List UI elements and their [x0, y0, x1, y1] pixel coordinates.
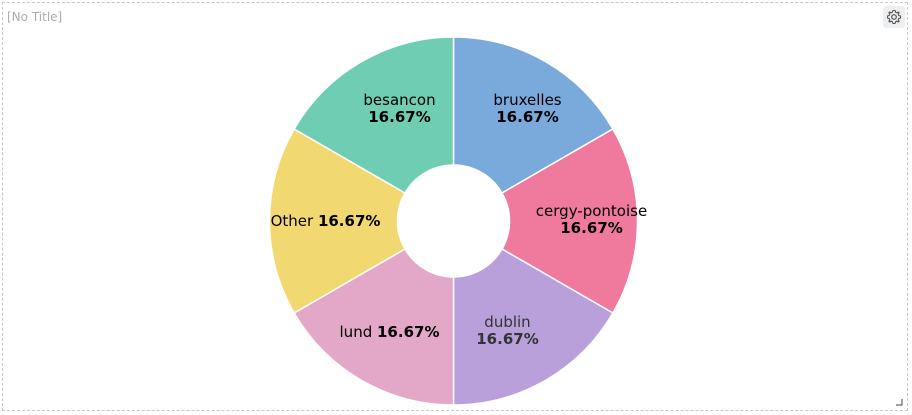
- pie-slice-cergy-pontoise[interactable]: [500, 127, 639, 315]
- slice-name: dublin: [484, 313, 530, 331]
- slice-percent: 16.67%: [560, 219, 622, 237]
- slice-name: lund 16.67%: [340, 323, 440, 341]
- pie-slice-besancon[interactable]: [293, 36, 455, 195]
- resize-corner-icon[interactable]: [896, 399, 903, 406]
- slice-percent: 16.67%: [377, 323, 439, 341]
- slice-percent: 16.67%: [476, 330, 538, 348]
- slice-percent: 16.67%: [368, 108, 430, 126]
- slice-name: Other 16.67%: [271, 212, 381, 230]
- slice-percent: 16.67%: [496, 108, 558, 126]
- pie-slice-lund[interactable]: [293, 247, 455, 406]
- gear-icon: [886, 9, 902, 25]
- widget-title: [No Title]: [7, 10, 63, 24]
- slice-percent: 16.67%: [318, 212, 380, 230]
- settings-button[interactable]: [883, 6, 905, 28]
- slice-name: besancon: [363, 91, 435, 109]
- pie-slice-other[interactable]: [268, 127, 407, 315]
- slice-name: cergy-pontoise: [536, 202, 647, 220]
- slice-label-other: Other 16.67%: [271, 212, 381, 230]
- slice-label-lund: lund 16.67%: [340, 323, 440, 341]
- pie-slice-dublin[interactable]: [452, 247, 614, 406]
- slice-name: bruxelles: [493, 91, 561, 109]
- pie-slice-bruxelles[interactable]: [452, 36, 614, 195]
